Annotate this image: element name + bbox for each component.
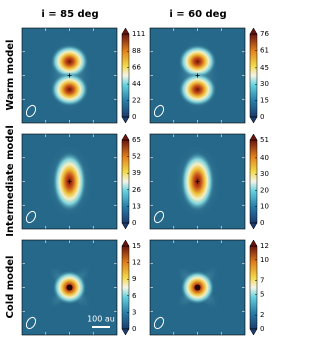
- colorbar-tick-label: 15: [132, 242, 141, 250]
- image-frame: [149, 133, 246, 230]
- colorbar-tick-label: 7: [260, 277, 264, 285]
- colorbar: [121, 139, 130, 224]
- colorbar-tick-label: 10: [260, 203, 269, 211]
- emission: [50, 72, 89, 107]
- emission-core: [66, 284, 73, 291]
- image-frame: [21, 133, 118, 230]
- colorbar-tick-label: 10: [260, 256, 269, 264]
- image-frame: [149, 239, 246, 336]
- colorbar-tick-label: 66: [132, 64, 141, 72]
- colorbar-tick-label: 30: [260, 170, 269, 178]
- colorbar-extend: [249, 27, 258, 35]
- star-marker: [67, 73, 72, 78]
- image-frame: [21, 239, 118, 336]
- colorbar-tick-label: 39: [132, 169, 141, 177]
- colorbar-tick-label: 111: [132, 30, 145, 38]
- colorbar-tick-label: 0: [132, 219, 136, 227]
- colorbar-tick-label: 0: [132, 113, 136, 121]
- star-marker: [195, 179, 200, 184]
- colorbar-tick-label: 44: [132, 80, 141, 88]
- colorbar-tick-label: 45: [260, 64, 269, 72]
- emission: [178, 72, 217, 107]
- colorbar-tick-label: 2: [260, 311, 264, 319]
- star-marker: [67, 179, 72, 184]
- colorbar-tick-label: 76: [260, 30, 269, 38]
- colorbar-tick-label: 65: [132, 136, 141, 144]
- panels: 0224466881110153045617601326395265010203…: [21, 27, 269, 336]
- beam: [25, 210, 37, 224]
- colorbar-tick-label: 22: [132, 97, 141, 105]
- star-marker: [195, 73, 200, 78]
- colorbar-tick-label: 6: [132, 292, 137, 300]
- beam: [25, 104, 37, 118]
- scale-bar-label: 100 au: [87, 315, 115, 324]
- beam: [153, 210, 165, 224]
- colorbar-tick-label: 0: [260, 325, 264, 333]
- colorbar: [249, 139, 258, 224]
- colorbar-tick-label: 30: [260, 80, 269, 88]
- colorbar-extend: [249, 133, 258, 141]
- colorbar-tick-label: 0: [260, 113, 264, 121]
- emission: [178, 44, 217, 79]
- beam: [153, 316, 165, 330]
- colorbar-tick-label: 0: [132, 325, 136, 333]
- colorbar-tick-label: 61: [260, 46, 269, 54]
- colorbar: [249, 245, 258, 330]
- colorbar-tick-label: 40: [260, 154, 269, 162]
- row-label: Warm model: [5, 40, 16, 111]
- colorbar-tick-label: 52: [132, 153, 141, 161]
- colorbar-extend: [121, 239, 130, 247]
- colorbar-tick-label: 3: [132, 308, 136, 316]
- colorbar-tick-label: 9: [132, 275, 136, 283]
- colorbar-extend: [121, 133, 130, 141]
- colorbar-extend: [249, 116, 258, 124]
- colorbar-tick-label: 88: [132, 47, 141, 55]
- colorbar-tick-label: 12: [260, 242, 269, 250]
- colorbar-extend: [249, 239, 258, 247]
- image-frame: [149, 27, 246, 124]
- colorbar: [249, 33, 258, 118]
- colorbar-tick-label: 12: [132, 259, 141, 267]
- colorbar-extend: [121, 27, 130, 35]
- row-label: Cold model: [5, 256, 16, 319]
- colorbar-tick-label: 20: [260, 186, 269, 194]
- emission: [50, 44, 89, 79]
- colorbar-tick-label: 5: [260, 290, 264, 298]
- colorbar-extend: [249, 328, 258, 336]
- colorbar: [121, 33, 130, 118]
- colorbar-extend: [121, 222, 130, 230]
- colorbar-tick-label: 26: [132, 186, 141, 194]
- colorbar-extend: [249, 222, 258, 230]
- beam: [25, 316, 37, 330]
- colorbar-tick-label: 13: [132, 202, 141, 210]
- beam: [153, 104, 165, 118]
- colorbar-tick-label: 51: [260, 136, 269, 144]
- emission-core: [194, 284, 201, 291]
- colorbar-extend: [121, 328, 130, 336]
- figure: i = 85 deg i = 60 deg Warm model Interme…: [5, 9, 269, 336]
- row-label: Intermediate model: [5, 125, 16, 237]
- colorbar-extend: [121, 116, 130, 124]
- column-title: i = 85 deg: [41, 9, 98, 20]
- colorbar-tick-label: 15: [260, 97, 269, 105]
- colorbar-tick-label: 0: [260, 219, 264, 227]
- column-title: i = 60 deg: [169, 9, 226, 20]
- image-frame: [21, 27, 118, 124]
- colorbar: [121, 245, 130, 330]
